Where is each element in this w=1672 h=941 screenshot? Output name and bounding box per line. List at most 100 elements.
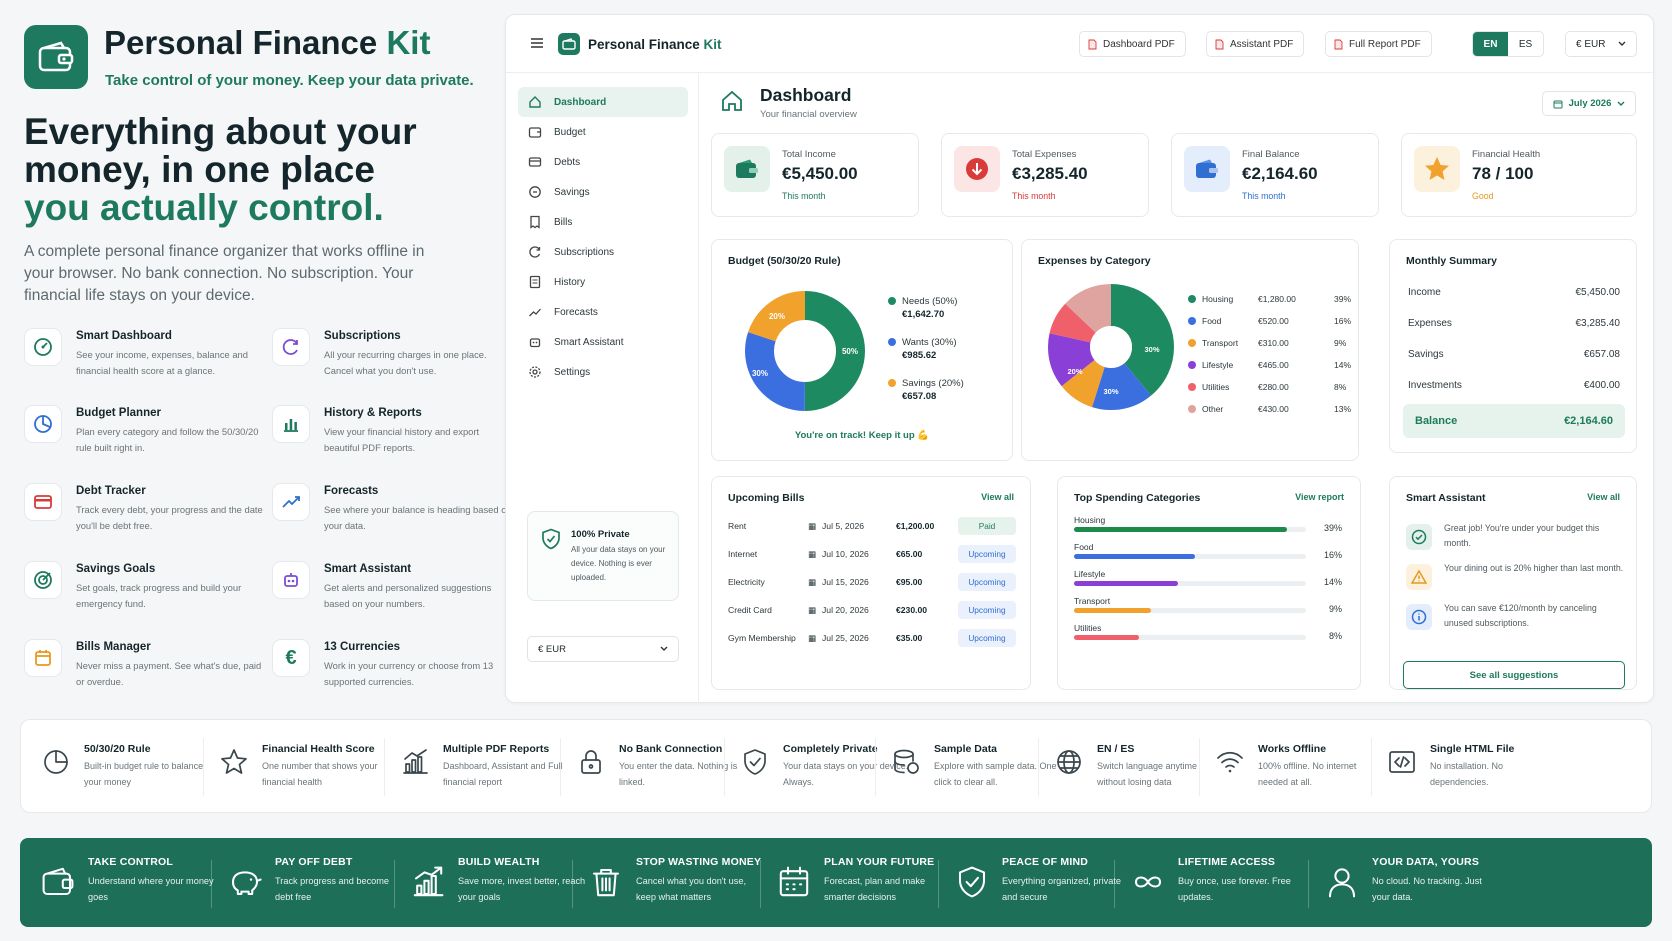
lang-en-button[interactable]: EN bbox=[1473, 32, 1508, 56]
donut-label: 30% bbox=[1144, 345, 1159, 354]
lang-es-button[interactable]: ES bbox=[1518, 38, 1533, 50]
category-name: Food bbox=[1202, 316, 1222, 326]
brand-title: Personal Finance Kit bbox=[104, 24, 431, 61]
strip-feature-desc: Your data stays on your device. Always. bbox=[783, 761, 909, 787]
card-title: Budget (50/30/20 Rule) bbox=[728, 255, 841, 267]
kpi-value: €5,450.00 bbox=[782, 164, 858, 183]
page-subtitle: Your financial overview bbox=[760, 109, 857, 120]
benefit-desc: Cancel what you don't use, keep what mat… bbox=[636, 876, 747, 902]
sidebar-currency-select[interactable]: € EUR bbox=[527, 636, 679, 662]
category-amount: €310.00 bbox=[1258, 338, 1289, 348]
lock-icon bbox=[573, 744, 609, 780]
spending-category-name: Utilities bbox=[1074, 623, 1102, 633]
sidebar: Dashboard Budget Debts Savings Bills Sub… bbox=[506, 73, 699, 703]
benefit-title: TAKE CONTROL bbox=[88, 856, 174, 868]
brand-tagline: Take control of your money. Keep your da… bbox=[105, 72, 474, 89]
sidebar-item-debts[interactable]: Debts bbox=[518, 147, 688, 177]
calendar-icon: ▦ bbox=[808, 605, 817, 615]
currency-select[interactable]: € EUR bbox=[1565, 31, 1637, 57]
view-all-bills-link[interactable]: View all bbox=[981, 492, 1014, 502]
status-badge: Upcoming bbox=[958, 573, 1016, 591]
donut-label: 30% bbox=[1103, 387, 1118, 396]
privacy-card: 100% Private All your data stays on your… bbox=[527, 511, 679, 601]
budget-message: You're on track! Keep it up 💪 bbox=[794, 430, 930, 441]
summary-row-expenses: Expenses €3,285.40 bbox=[1408, 318, 1620, 329]
robot-icon bbox=[272, 561, 310, 599]
app-title: Personal Finance Kit bbox=[588, 37, 722, 52]
sidebar-item-label: Budget bbox=[554, 126, 586, 138]
spending-category-name: Food bbox=[1074, 542, 1094, 552]
view-all-suggestions-link[interactable]: View all bbox=[1587, 492, 1620, 502]
benefit-desc: Save more, invest better, reach your goa… bbox=[458, 876, 586, 902]
view-report-link[interactable]: View report bbox=[1295, 492, 1344, 502]
summary-row-income: Income €5,450.00 bbox=[1408, 287, 1620, 298]
category-percent: 16% bbox=[1334, 316, 1352, 326]
divider bbox=[384, 738, 385, 796]
dashboard-pdf-button[interactable]: Dashboard PDF bbox=[1079, 31, 1186, 57]
feature-title: Debt Tracker bbox=[76, 485, 146, 497]
feature-title: Smart Dashboard bbox=[76, 330, 172, 342]
strip-feature-title: Completely Private bbox=[783, 743, 878, 755]
bill-row: Gym Membership ▦ Jul 25, 2026 €35.00 Upcomin… bbox=[728, 629, 1024, 649]
kpi-note: Good bbox=[1472, 191, 1494, 201]
sidebar-item-bills[interactable]: Bills bbox=[518, 207, 688, 237]
sidebar-item-history[interactable]: History bbox=[518, 267, 688, 297]
spending-bar-fill bbox=[1074, 635, 1139, 640]
wallet-icon bbox=[38, 41, 74, 72]
bill-amount: €1,200.00 bbox=[896, 521, 935, 531]
assistant-item-info: You can save €120/month by canceling unu… bbox=[1406, 601, 1626, 637]
bill-name: Credit Card bbox=[728, 605, 772, 615]
benefit-title: PLAN YOUR FUTURE bbox=[824, 856, 935, 868]
benefit-title: PEACE OF MIND bbox=[1002, 856, 1089, 868]
strip-feature-title: Single HTML File bbox=[1430, 743, 1515, 755]
sidebar-item-settings[interactable]: Settings bbox=[518, 357, 688, 387]
info-icon bbox=[1406, 604, 1432, 630]
month-picker[interactable]: July 2026 bbox=[1542, 91, 1636, 116]
divider bbox=[1371, 738, 1372, 796]
sidebar-item-smart-assistant[interactable]: Smart Assistant bbox=[518, 327, 688, 357]
spending-category-name: Lifestyle bbox=[1074, 569, 1106, 579]
sidebar-item-label: Subscriptions bbox=[554, 246, 615, 258]
menu-icon[interactable] bbox=[530, 37, 544, 49]
divider bbox=[1308, 860, 1309, 908]
bill-amount: €95.00 bbox=[896, 577, 923, 587]
calendar-icon: ▦ bbox=[808, 633, 817, 643]
kpi-value: €3,285.40 bbox=[1012, 164, 1088, 183]
category-amount: €1,280.00 bbox=[1258, 294, 1296, 304]
category-name: Utilities bbox=[1202, 382, 1230, 392]
sidebar-item-savings[interactable]: Savings bbox=[518, 177, 688, 207]
sidebar-item-label: Settings bbox=[554, 366, 591, 378]
sidebar-item-forecasts[interactable]: Forecasts bbox=[518, 297, 688, 327]
assistant-pdf-button[interactable]: Assistant PDF bbox=[1206, 31, 1305, 57]
benefit-item: LIFETIME ACCESS Buy once, use forever. Fr… bbox=[1128, 854, 1304, 914]
credit-card-icon bbox=[24, 483, 62, 521]
full-report-pdf-button[interactable]: Full Report PDF bbox=[1325, 31, 1432, 57]
sidebar-item-budget[interactable]: Budget bbox=[518, 117, 688, 147]
assistant-text: You can save €120/month by canceling unu… bbox=[1444, 603, 1597, 628]
euro-icon: € bbox=[272, 639, 310, 677]
status-badge: Upcoming bbox=[958, 601, 1016, 619]
sidebar-item-dashboard[interactable]: Dashboard bbox=[518, 87, 688, 117]
kpi-label: Total Expenses bbox=[1012, 149, 1077, 160]
bill-date: Jul 20, 2026 bbox=[822, 605, 869, 615]
sidebar-item-subscriptions[interactable]: Subscriptions bbox=[518, 237, 688, 267]
strip-feature-title: 50/30/20 Rule bbox=[84, 743, 151, 755]
spending-category-name: Transport bbox=[1074, 596, 1111, 606]
kpi-value: €2,164.60 bbox=[1242, 164, 1318, 183]
strip-feature-title: Sample Data bbox=[934, 743, 998, 755]
bill-row: Internet ▦ Jul 10, 2026 €65.00 Upcoming bbox=[728, 545, 1024, 565]
feature-debt-tracker: Debt Tracker Track every debt, your prog… bbox=[24, 483, 264, 543]
see-all-suggestions-button[interactable]: See all suggestions bbox=[1403, 661, 1625, 689]
strip-feature-desc: Dashboard, Assistant and Full financial … bbox=[443, 761, 563, 787]
strip-feature-desc: One number that shows your financial hea… bbox=[262, 761, 378, 787]
strip-feature-title: No Bank Connection bbox=[619, 743, 723, 755]
chevron-down-icon bbox=[660, 646, 668, 651]
feature-desc: Track every debt, your progress and the … bbox=[76, 504, 263, 531]
privacy-title: 100% Private bbox=[571, 529, 630, 540]
category-amount: €465.00 bbox=[1258, 360, 1289, 370]
bill-date: Jul 15, 2026 bbox=[822, 577, 869, 587]
assistant-item-success: Great job! You're under your budget this… bbox=[1406, 521, 1626, 557]
credit-card-icon bbox=[528, 157, 542, 167]
home-icon bbox=[722, 90, 742, 111]
feature-desc: See your income, expenses, balance and f… bbox=[76, 349, 248, 376]
